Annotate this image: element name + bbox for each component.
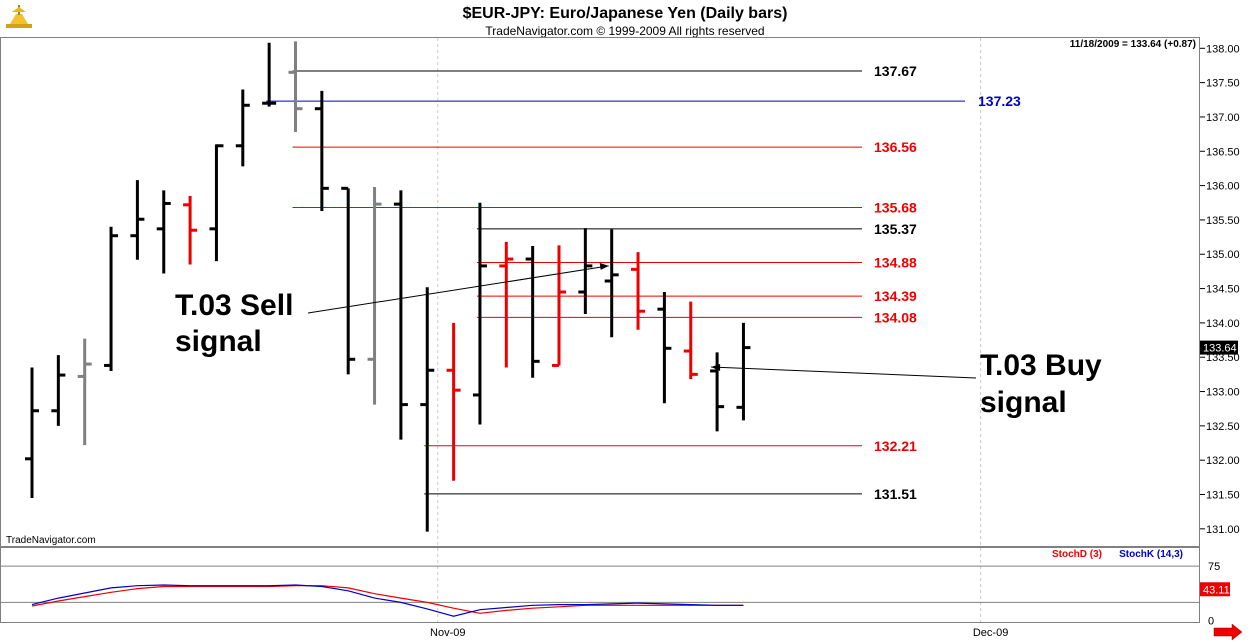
y-tick-label: 134.50: [1206, 284, 1240, 296]
y-tick-label: 131.50: [1206, 490, 1240, 502]
stoch-y-tick-label: 75: [1208, 561, 1220, 573]
y-tick-label: 132.00: [1206, 455, 1240, 467]
ohlc-bar: [104, 226, 119, 371]
y-tick-label: 135.50: [1206, 215, 1240, 227]
ohlc-bar: [156, 190, 171, 274]
watermark-text: TradeNavigator.com: [6, 535, 96, 546]
stochk-line: [31, 584, 744, 617]
copyright-text: TradeNavigator.com © 1999-2009 All right…: [485, 24, 764, 38]
ohlc-bar: [288, 41, 303, 133]
ohlc-bar: [736, 322, 751, 421]
chart-title: $EUR-JPY: Euro/Japanese Yen (Daily bars): [463, 5, 788, 22]
stochastic-panel: [0, 547, 1200, 623]
level-label: 136.56: [874, 139, 917, 155]
ohlc-bar: [525, 246, 540, 378]
ohlc-bar: [314, 90, 329, 211]
last-price-box: [1200, 340, 1238, 355]
y-tick-label: 137.50: [1206, 78, 1240, 90]
ohlc-bar: [552, 245, 566, 367]
sell-arrow-head-icon: [599, 262, 609, 270]
ohlc-bar: [77, 338, 92, 446]
level-label: 134.88: [874, 254, 917, 270]
ohlc-bar: [710, 352, 725, 432]
level-label: 134.08: [874, 309, 917, 325]
buy-signal-label: signal: [980, 386, 1067, 419]
ohlc-bar: [25, 367, 39, 498]
level-label: 135.37: [874, 221, 917, 237]
y-tick-label: 135.00: [1206, 249, 1240, 261]
ohlc-bar: [262, 42, 277, 107]
x-tick-label: Nov-09: [430, 627, 465, 639]
level-label: 135.68: [874, 200, 917, 216]
ohlc-bar: [631, 252, 646, 330]
level-label: 137.67: [874, 63, 917, 79]
y-tick-label: 132.50: [1206, 421, 1240, 433]
x-tick-label: Dec-09: [973, 627, 1008, 639]
buy-signal-label: T.03 Buy: [980, 349, 1102, 382]
ohlc-bar: [499, 241, 514, 368]
quote-readout: 11/18/2009 = 133.64 (+0.87): [1070, 39, 1196, 50]
level-label: 137.23: [978, 93, 1021, 109]
y-tick-label: 136.00: [1206, 181, 1240, 193]
ohlc-bar: [183, 195, 198, 265]
ohlc-bar: [446, 322, 461, 481]
price-bars: [25, 41, 751, 532]
y-tick-label: 138.00: [1206, 43, 1240, 55]
y-tick-label: 133.00: [1206, 387, 1240, 399]
ohlc-bar: [657, 292, 672, 404]
ohlc-bar: [393, 190, 408, 440]
y-tick-label: 134.00: [1206, 318, 1240, 330]
stoch-y-tick-label: 0: [1208, 616, 1214, 628]
sell-signal-label: T.03 Sell: [175, 289, 293, 322]
y-tick-label: 131.00: [1206, 524, 1240, 536]
stochd-line: [31, 585, 744, 614]
price-panel: [0, 37, 1200, 547]
level-label: 134.39: [874, 288, 917, 304]
stoch-last-label: 43.11: [1203, 584, 1230, 596]
ohlc-bar: [209, 144, 224, 262]
last-price-label: 133.64: [1203, 343, 1237, 355]
legend-stochk: StochK (14,3): [1119, 549, 1183, 560]
y-tick-label: 136.50: [1206, 146, 1240, 158]
ohlc-bar: [51, 355, 66, 426]
ohlc-bar: [683, 301, 698, 380]
y-tick-label: 133.50: [1206, 352, 1240, 364]
sell-signal-label: signal: [175, 325, 262, 358]
ohlc-bar: [235, 89, 250, 167]
level-label: 131.51: [874, 486, 917, 502]
app-logo-icon: [6, 5, 32, 28]
buy-signal-arrow: [711, 366, 977, 379]
ohlc-bar: [420, 287, 435, 532]
ohlc-bar: [604, 229, 619, 338]
legend-stochd: StochD (3): [1052, 549, 1102, 560]
ohlc-bar: [130, 180, 145, 260]
level-label: 132.21: [874, 438, 917, 454]
ohlc-bar: [578, 228, 593, 314]
sell-signal-arrow: [307, 265, 609, 314]
ohlc-bar: [367, 186, 382, 405]
scroll-right-arrow-icon[interactable]: [1212, 623, 1243, 641]
buy-arrow-head-icon: [711, 363, 721, 371]
y-tick-label: 137.00: [1206, 112, 1240, 124]
ohlc-bar: [341, 186, 356, 375]
ohlc-bar: [472, 202, 487, 425]
stoch-last-box: [1200, 582, 1230, 597]
